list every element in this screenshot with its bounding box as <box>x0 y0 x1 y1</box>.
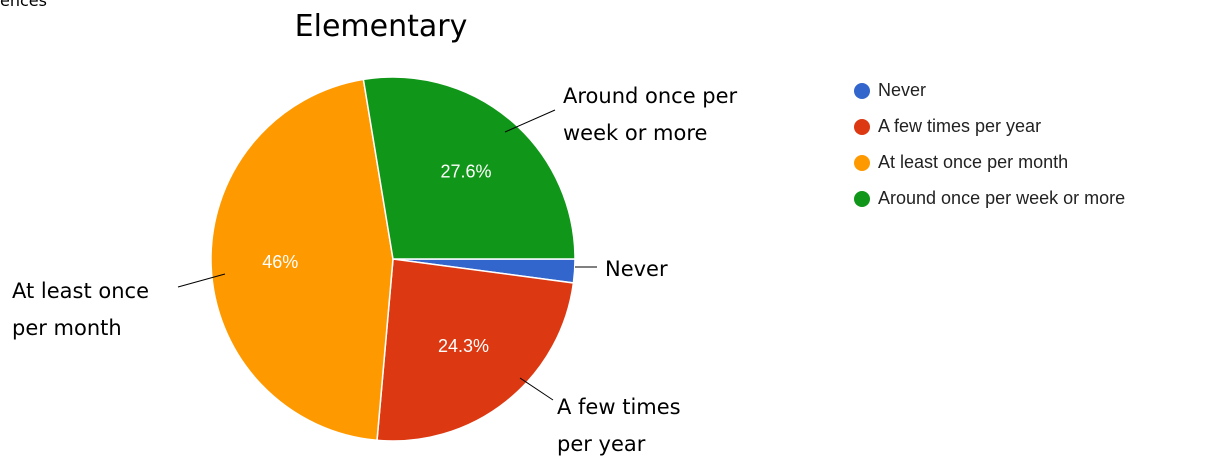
legend-label: At least once per month <box>878 152 1068 172</box>
legend-swatch <box>854 155 870 171</box>
pie-slice <box>376 258 575 442</box>
pie-slice <box>362 76 576 260</box>
callout-line <box>519 377 554 401</box>
legend-swatch <box>854 83 870 99</box>
legend-label: A few times per year <box>878 116 1041 136</box>
legend-swatch <box>854 119 870 135</box>
callout-label: per month <box>12 316 122 340</box>
callout-label: per year <box>557 432 646 456</box>
pie-slice <box>210 78 394 442</box>
legend-swatch <box>854 191 870 207</box>
callout-label: A few times <box>557 395 681 419</box>
data-label: 24.3% <box>438 336 489 356</box>
legend-label: Around once per week or more <box>878 188 1125 208</box>
callout-line <box>504 109 556 133</box>
data-label: 27.6% <box>440 162 491 182</box>
callout-line <box>177 273 226 288</box>
cropped-text: ences <box>0 0 47 10</box>
legend-label: Never <box>878 80 926 100</box>
callout-label: At least once <box>12 279 149 303</box>
data-label: 46% <box>262 252 298 272</box>
chart-title: Elementary <box>295 9 468 44</box>
callout-label: week or more <box>563 121 707 145</box>
callout-label: Never <box>605 257 668 281</box>
callout-label: Around once per <box>563 84 738 108</box>
